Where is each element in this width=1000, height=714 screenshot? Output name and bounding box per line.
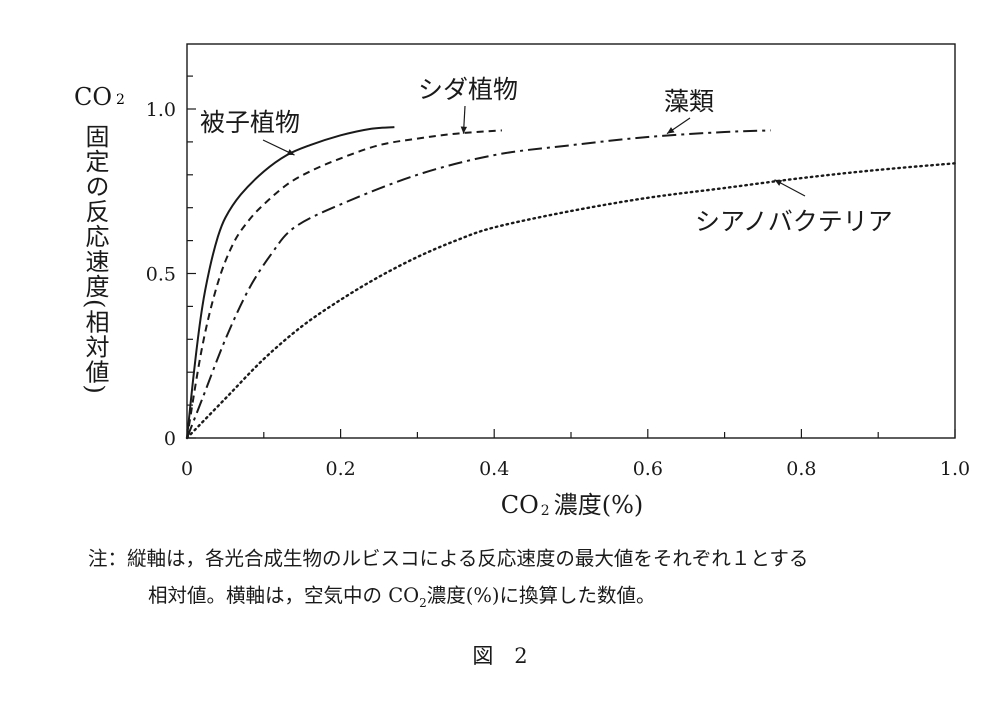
x-axis-ticks: 0 0.2 0.4 0.6 0.8 1.0	[181, 429, 970, 480]
x-tick-label: 0	[181, 458, 193, 480]
note-line-2-subscript: 2	[419, 595, 427, 610]
x-axis-title-text: 濃度(%)	[554, 491, 644, 519]
series-line-solid	[186, 126, 395, 439]
series-line-dashed	[186, 129, 502, 439]
plot-border	[186, 43, 956, 439]
x-axis-title-subscript: 2	[541, 503, 550, 519]
x-axis-title: CO 2 濃度(%)	[501, 491, 644, 519]
annotation-arrowhead	[774, 179, 783, 186]
note-line-1: 注：縦軸は，各光合成生物のルビスコによる反応速度の最大値をそれぞれ１とする	[88, 547, 809, 570]
note-line-2: 相対値。横軸は，空気中の CO2濃度(%)に換算した数値。	[88, 577, 993, 622]
y-axis-title-subscript: 2	[116, 92, 125, 108]
x-tick-label: 1.0	[940, 458, 970, 480]
annotation-arrowhead	[286, 149, 295, 156]
annotation-arrowhead	[460, 126, 468, 134]
note-line-2-a: 相対値。横軸は，空気中の CO	[148, 584, 420, 607]
series-lines	[185, 126, 957, 440]
series-label: シアノバクテリア	[695, 207, 893, 236]
series-label: シダ植物	[418, 75, 518, 104]
y-axis-title-text: 固定の反応速度(相対値)	[81, 124, 109, 395]
y-tick-label: 0.5	[146, 264, 176, 286]
figure-note: 注：縦軸は，各光合成生物のルビスコによる反応速度の最大値をそれぞれ１とする 相対…	[88, 540, 993, 622]
x-tick-label: 0.4	[479, 458, 509, 480]
figure-caption: 図 2	[472, 644, 528, 668]
note-line-2-b: 濃度(%)に換算した数値。	[426, 584, 656, 607]
series-line-dotted	[185, 162, 957, 440]
series-label: 被子植物	[200, 108, 300, 137]
x-axis-title-prefix: CO	[501, 491, 539, 519]
y-tick-label: 1.0	[146, 99, 176, 121]
x-tick-label: 0.2	[325, 458, 355, 480]
co2-fixation-chart: 0 0.2 0.4 0.6 0.8 1.0 0 0.5 1.0 被子植物 シダ植物 藻類シアノバク…	[74, 43, 970, 519]
y-axis-title-prefix: CO	[74, 83, 112, 111]
plot-frame	[186, 43, 956, 439]
series-label: 藻類	[664, 87, 714, 116]
x-tick-label: 0.6	[633, 458, 663, 480]
y-axis-title: CO 2 固定の反応速度(相対値)	[74, 83, 125, 395]
y-axis-ticks: 0 0.5 1.0	[146, 75, 196, 450]
series-line-dashdot	[186, 129, 771, 439]
y-tick-label: 0	[164, 428, 176, 450]
x-tick-label: 0.8	[786, 458, 816, 480]
annotation-arrowhead	[667, 127, 675, 134]
